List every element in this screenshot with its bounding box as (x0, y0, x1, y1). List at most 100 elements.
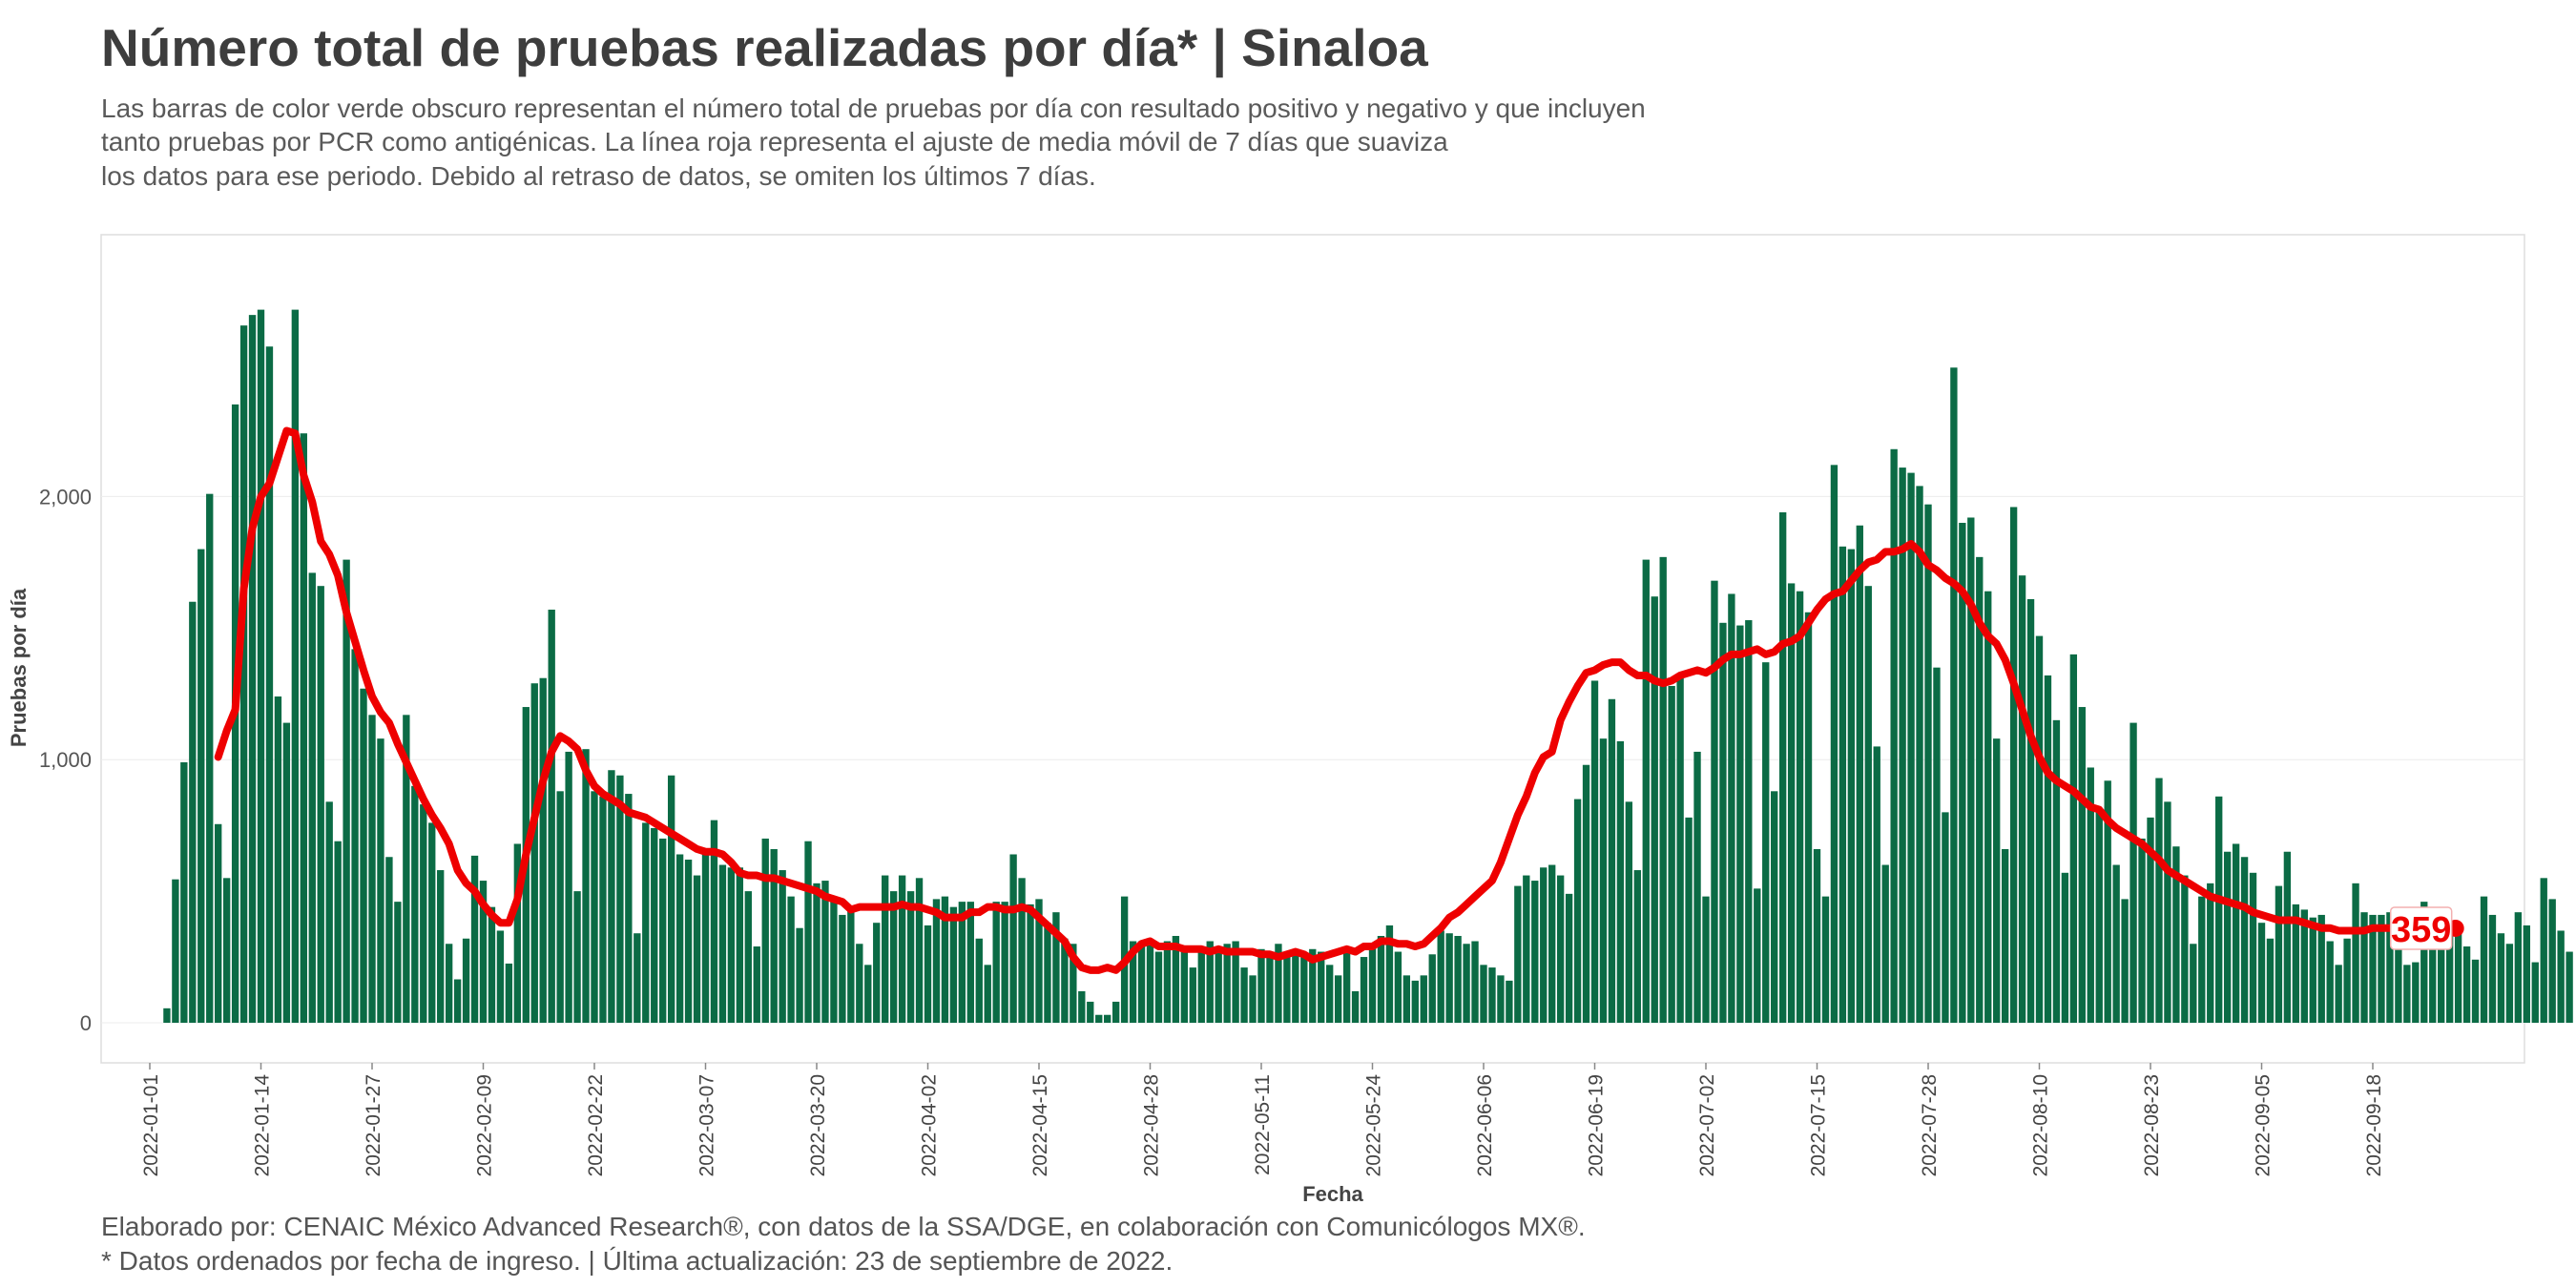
bar (2026, 598, 2035, 1023)
bar (377, 738, 384, 1023)
bar (634, 933, 641, 1023)
bar (1821, 896, 1830, 1023)
bar (2052, 719, 2061, 1023)
bar (513, 843, 522, 1023)
bar (1693, 751, 1701, 1023)
bar (949, 906, 958, 1023)
bar (1275, 944, 1282, 1023)
bar (675, 854, 684, 1023)
bar (1368, 944, 1377, 1023)
bar (565, 751, 572, 1023)
bar (975, 938, 983, 1023)
bar (1599, 738, 1608, 1023)
bar (189, 601, 197, 1023)
bar (591, 791, 598, 1023)
bar (1523, 875, 1530, 1023)
bar (873, 923, 881, 1023)
x-tick-label: 2022-04-02 (919, 1074, 941, 1176)
bar (385, 857, 393, 1023)
bar (1847, 549, 1856, 1023)
bar (1506, 980, 1513, 1023)
bar (1035, 899, 1043, 1023)
bar (1796, 591, 1804, 1023)
bar (1215, 946, 1222, 1023)
bar (2129, 722, 2137, 1023)
bar (1787, 583, 1796, 1023)
bar (1616, 740, 1625, 1023)
bar (1027, 904, 1034, 1023)
caption-line-2: * Datos ordenados por fecha de ingreso. … (101, 1246, 1174, 1276)
bar (239, 325, 248, 1023)
bar (582, 749, 590, 1023)
bar (334, 841, 342, 1023)
bar (1659, 556, 1667, 1023)
bar (1976, 556, 1984, 1023)
bar (1480, 965, 1487, 1023)
bar (770, 848, 778, 1023)
bar (1907, 472, 1915, 1024)
bar (1334, 975, 1342, 1023)
bar (1257, 948, 1265, 1023)
bar (642, 822, 650, 1023)
bar (1104, 1014, 1111, 1023)
bar (2001, 848, 2009, 1023)
bar (2566, 951, 2573, 1023)
bar (1959, 523, 1966, 1023)
bar (2104, 780, 2111, 1023)
bar (1385, 924, 1394, 1023)
bar (753, 946, 760, 1023)
bar (2369, 914, 2377, 1023)
bar (2249, 872, 2257, 1023)
bar (2378, 914, 2385, 1023)
bar (856, 944, 863, 1023)
x-tick-label: 2022-05-24 (1363, 1074, 1385, 1177)
bar (411, 785, 419, 1023)
bar (2198, 896, 2206, 1023)
bar (1249, 975, 1257, 1023)
bar (1445, 933, 1453, 1023)
bar (2190, 944, 2197, 1023)
bar-series (163, 309, 2573, 1024)
caption-line-1: Elaborado por: CENAIC México Advanced Re… (101, 1212, 1586, 1241)
bar (2445, 924, 2454, 1023)
bar (1180, 951, 1189, 1023)
bar (445, 944, 453, 1023)
x-tick-label: 2022-03-07 (696, 1074, 718, 1176)
bar (779, 870, 786, 1023)
plot-frame (100, 234, 2525, 1064)
bar (1437, 930, 1444, 1023)
bar (2266, 938, 2275, 1023)
bar (2292, 904, 2300, 1023)
x-tick-label: 2022-07-15 (1808, 1074, 1830, 1176)
bar (1967, 517, 1975, 1023)
y-tick-label: 2,000 (39, 485, 92, 509)
bar (2078, 707, 2086, 1023)
bar (2471, 959, 2480, 1023)
bar (839, 914, 846, 1023)
x-tick-label: 2022-01-14 (252, 1074, 274, 1177)
bar (2531, 962, 2539, 1023)
bar (1540, 867, 1548, 1023)
bar (882, 875, 889, 1023)
bar (2438, 944, 2445, 1023)
x-tick-label: 2022-04-15 (1029, 1074, 1051, 1176)
bar (1924, 504, 1932, 1023)
bar (599, 796, 607, 1023)
bar (1009, 854, 1017, 1023)
bar (496, 930, 505, 1023)
bar (1146, 944, 1154, 1023)
bar (736, 867, 744, 1023)
bar (1856, 525, 1863, 1023)
bar (2488, 914, 2497, 1023)
bar (1993, 738, 2001, 1023)
x-tick-label: 2022-02-22 (585, 1074, 607, 1176)
bar (2155, 778, 2163, 1023)
x-tick-label: 2022-07-02 (1696, 1074, 1718, 1176)
bar (282, 722, 291, 1023)
bar (1087, 1001, 1094, 1023)
bar (360, 688, 367, 1023)
bar (744, 891, 752, 1023)
bar (1463, 944, 1470, 1023)
bar (906, 891, 915, 1023)
